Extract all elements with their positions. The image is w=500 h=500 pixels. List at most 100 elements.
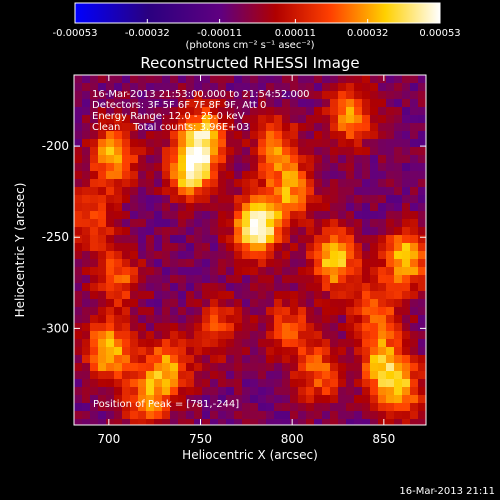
heatmap-cell <box>330 291 338 299</box>
heatmap-cell <box>98 211 106 219</box>
heatmap-cell <box>90 347 98 355</box>
heatmap-cell <box>322 267 330 275</box>
heatmap-cell <box>338 203 346 211</box>
heatmap-cell <box>218 235 226 243</box>
heatmap-cell <box>106 299 114 307</box>
heatmap-cell <box>298 363 306 371</box>
heatmap-cell <box>258 163 266 171</box>
heatmap-cell <box>298 219 306 227</box>
heatmap-cell <box>330 99 338 107</box>
heatmap-cell <box>394 187 402 195</box>
heatmap-cell <box>186 171 194 179</box>
heatmap-cell <box>162 75 170 83</box>
heatmap-cell <box>106 315 114 323</box>
heatmap-cell <box>266 75 274 83</box>
heatmap-cell <box>114 299 122 307</box>
heatmap-cell <box>354 83 362 91</box>
heatmap-cell <box>226 259 234 267</box>
heatmap-cell <box>154 331 162 339</box>
heatmap-cell <box>258 219 266 227</box>
heatmap-cell <box>242 307 250 315</box>
heatmap-cell <box>378 363 386 371</box>
heatmap-cell <box>394 155 402 163</box>
heatmap-cell <box>226 355 234 363</box>
heatmap-cell <box>74 147 82 155</box>
heatmap-cell <box>98 123 106 131</box>
heatmap-cell <box>346 219 354 227</box>
heatmap-cell <box>114 115 122 123</box>
heatmap-cell <box>226 371 234 379</box>
heatmap-cell <box>290 379 298 387</box>
heatmap-cell <box>202 139 210 147</box>
x-tick-label: 700 <box>97 432 120 446</box>
heatmap-cell <box>162 155 170 163</box>
heatmap-cell <box>178 163 186 171</box>
heatmap-cell <box>354 187 362 195</box>
heatmap-cell <box>98 187 106 195</box>
heatmap-cell <box>290 155 298 163</box>
heatmap-cell <box>82 275 90 283</box>
heatmap-cell <box>354 323 362 331</box>
heatmap-cell <box>290 339 298 347</box>
heatmap-cell <box>378 379 386 387</box>
heatmap-cell <box>282 403 290 411</box>
heatmap-cell <box>258 419 266 425</box>
heatmap-cell <box>282 107 290 115</box>
heatmap-cell <box>410 131 418 139</box>
heatmap-cell <box>138 331 146 339</box>
heatmap-cell <box>402 131 410 139</box>
heatmap-cell <box>386 131 394 139</box>
heatmap-cell <box>90 411 98 419</box>
heatmap-cell <box>330 115 338 123</box>
heatmap-cell <box>194 315 202 323</box>
heatmap-cell <box>362 307 370 315</box>
heatmap-cell <box>402 139 410 147</box>
heatmap-cell <box>162 219 170 227</box>
heatmap-cell <box>154 275 162 283</box>
heatmap-cell <box>306 275 314 283</box>
heatmap-cell <box>386 147 394 155</box>
heatmap-cell <box>290 115 298 123</box>
heatmap-cell <box>306 179 314 187</box>
heatmap-cell <box>418 83 426 91</box>
heatmap-cell <box>274 155 282 163</box>
heatmap-cell <box>410 243 418 251</box>
heatmap-cell <box>290 387 298 395</box>
heatmap-cell <box>250 371 258 379</box>
heatmap-cell <box>386 227 394 235</box>
heatmap-cell <box>354 99 362 107</box>
heatmap-cell <box>170 291 178 299</box>
heatmap-cell <box>362 75 370 83</box>
colorbar-tick-label: 0.00011 <box>275 28 316 39</box>
heatmap-cell <box>418 251 426 259</box>
heatmap-cell <box>330 411 338 419</box>
heatmap-cell <box>226 243 234 251</box>
heatmap-cell <box>306 331 314 339</box>
heatmap-cell <box>418 123 426 131</box>
heatmap-cell <box>218 187 226 195</box>
heatmap-cell <box>346 83 354 91</box>
heatmap-cell <box>106 419 114 425</box>
heatmap-cell <box>378 131 386 139</box>
heatmap-cell <box>250 291 258 299</box>
heatmap-cell <box>362 123 370 131</box>
heatmap-cell <box>218 211 226 219</box>
heatmap-cell <box>266 395 274 403</box>
heatmap-cell <box>170 371 178 379</box>
heatmap-cell <box>370 227 378 235</box>
heatmap-cell <box>394 259 402 267</box>
heatmap-cell <box>202 219 210 227</box>
heatmap-cell <box>138 355 146 363</box>
heatmap-cell <box>298 371 306 379</box>
heatmap-cell <box>410 115 418 123</box>
heatmap-cell <box>178 283 186 291</box>
heatmap-cell <box>74 283 82 291</box>
heatmap-cell <box>154 419 162 425</box>
heatmap-cell <box>186 179 194 187</box>
heatmap-cell <box>282 355 290 363</box>
heatmap-cell <box>218 251 226 259</box>
heatmap-cell <box>338 163 346 171</box>
heatmap-cell <box>178 379 186 387</box>
heatmap-cell <box>114 379 122 387</box>
heatmap-cell <box>322 251 330 259</box>
